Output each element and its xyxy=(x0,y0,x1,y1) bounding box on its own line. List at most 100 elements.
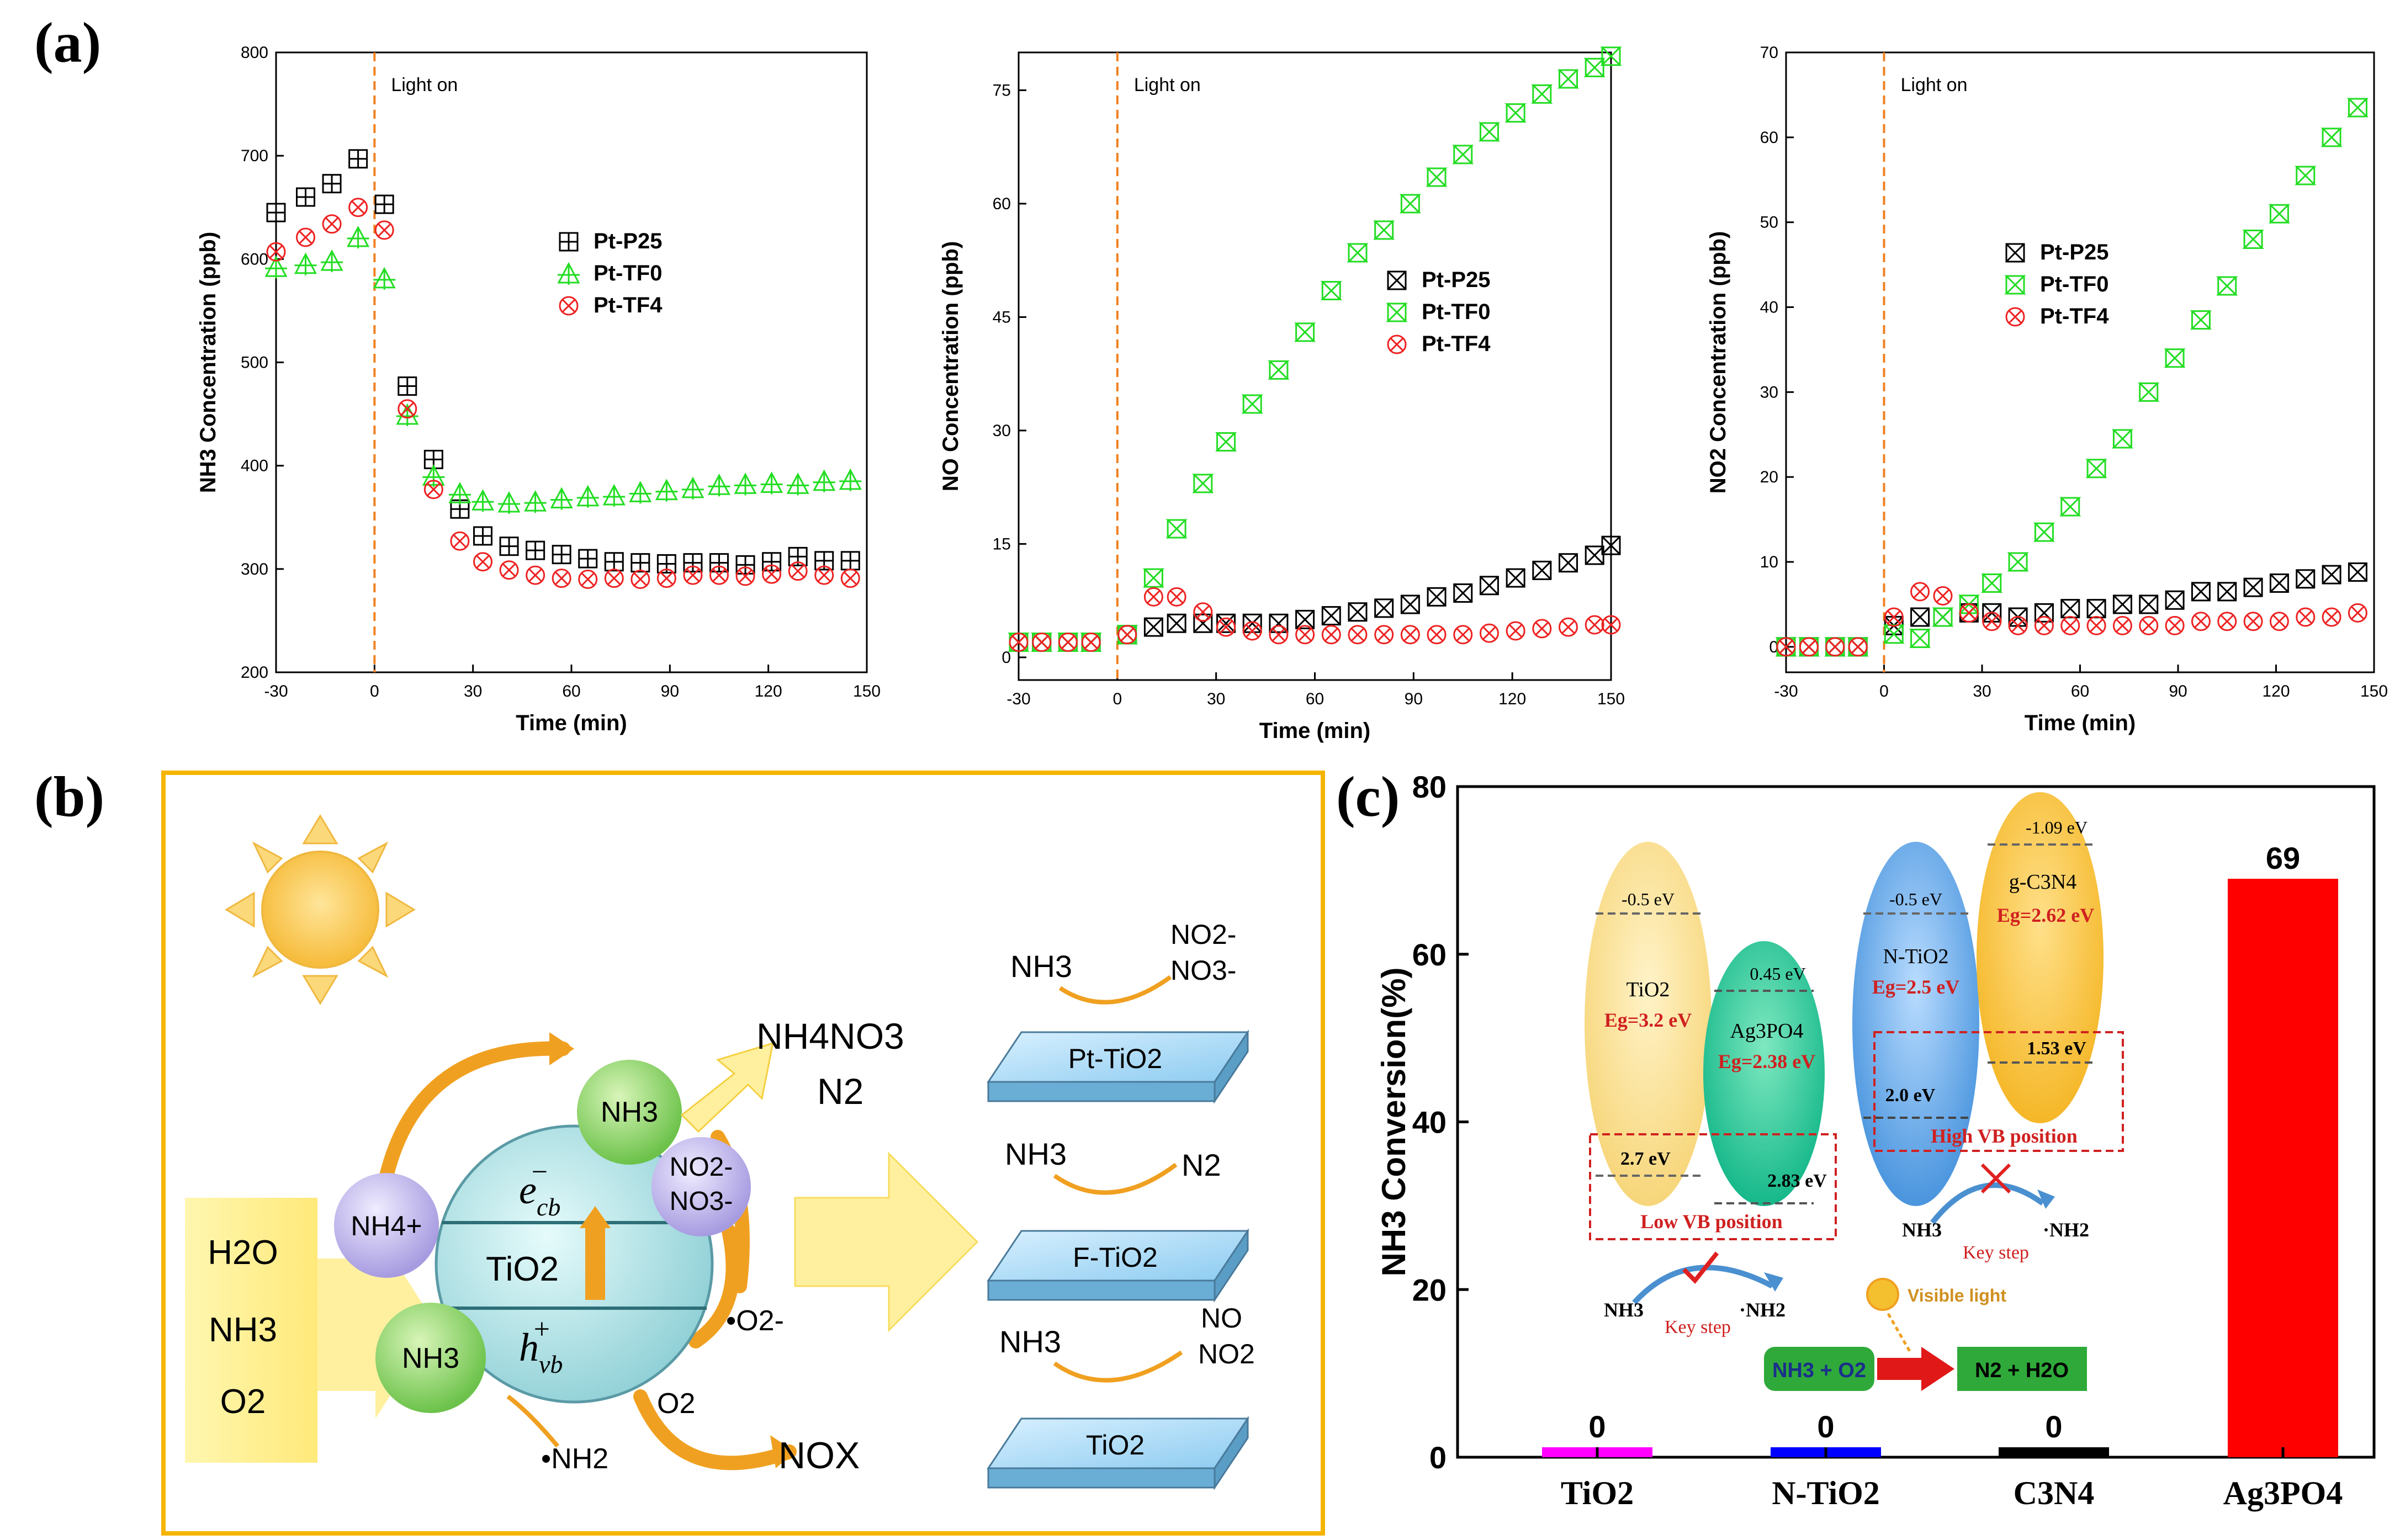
legend-entry: Pt-TF4 xyxy=(2040,304,2109,328)
data-point xyxy=(2007,552,2029,572)
data-point xyxy=(1559,553,1578,573)
data-point xyxy=(1932,607,1954,627)
svg-text:NO3-: NO3- xyxy=(1170,955,1236,986)
data-point xyxy=(814,565,834,585)
data-point xyxy=(604,552,624,572)
data-point xyxy=(1884,607,1904,627)
x-tick-label: 90 xyxy=(1405,690,1423,708)
data-point xyxy=(473,526,492,546)
data-point xyxy=(683,553,703,573)
data-point xyxy=(1453,625,1473,645)
svg-text:NO2: NO2 xyxy=(1198,1339,1255,1369)
y-tick-label: 0 xyxy=(1429,1440,1447,1475)
data-point xyxy=(1504,103,1527,123)
data-point xyxy=(1242,613,1262,633)
y-tick-label: 0 xyxy=(1002,649,1011,667)
y-tick-label: 20 xyxy=(1412,1272,1447,1307)
data-point xyxy=(1585,615,1604,635)
sun-icon xyxy=(225,814,416,1005)
nh3-concentration-chart: -30 0 30 60 90 120 150 200 300 400 500 600 700 800 Tim… xyxy=(196,44,881,735)
svg-text:-1.09 eV: -1.09 eV xyxy=(2026,817,2088,837)
data-point xyxy=(1909,628,1931,648)
y-tick-label: 700 xyxy=(241,147,268,165)
nh4-label: NH4+ xyxy=(351,1210,422,1241)
svg-text:NH3: NH3 xyxy=(1005,1137,1067,1171)
legend-marker xyxy=(2005,243,2025,263)
svg-text:TiO2: TiO2 xyxy=(1086,1430,1145,1461)
data-point xyxy=(578,570,598,590)
data-point xyxy=(320,249,343,273)
legend-entry: Pt-P25 xyxy=(1422,268,1491,292)
y-axis-title: NH3 Conversion(%) xyxy=(1375,967,1412,1276)
data-point xyxy=(296,227,315,247)
legend-marker xyxy=(1386,302,1408,322)
data-point xyxy=(1193,602,1213,622)
product-nh4no3: NH4NO3 xyxy=(756,1016,904,1056)
data-point xyxy=(2296,607,2316,627)
y-tick-label: 70 xyxy=(1760,44,1778,62)
legend-marker xyxy=(1387,334,1407,354)
x-tick-label: 150 xyxy=(2360,682,2388,700)
x-tick-label: 30 xyxy=(1973,682,1991,700)
category-label: Ag3PO4 xyxy=(2223,1475,2343,1511)
x-axis-title: Time (min) xyxy=(516,711,627,735)
data-point xyxy=(398,376,417,396)
x-tick-label: -30 xyxy=(264,682,288,700)
svg-text:N2: N2 xyxy=(1182,1148,1221,1182)
data-point xyxy=(2348,603,2367,623)
data-point xyxy=(2060,599,2080,619)
svg-text:g-C3N4: g-C3N4 xyxy=(2009,870,2076,894)
data-point xyxy=(1799,637,1819,657)
data-point xyxy=(1933,586,1953,606)
data-point xyxy=(2165,590,2185,610)
data-point xyxy=(499,537,519,556)
data-point xyxy=(1321,606,1341,626)
hole-label: hvb+ xyxy=(519,1314,563,1378)
data-point xyxy=(709,565,729,585)
data-point xyxy=(552,545,571,565)
data-point xyxy=(2322,565,2341,585)
legend-marker xyxy=(557,262,580,285)
data-point xyxy=(840,569,860,588)
data-point xyxy=(374,194,394,214)
svg-text:-0.5 eV: -0.5 eV xyxy=(1622,889,1675,909)
x-tick-label: 60 xyxy=(562,682,580,700)
y-tick-label: 30 xyxy=(1760,383,1778,401)
electron-label: ecb− xyxy=(519,1156,560,1221)
data-point xyxy=(1294,322,1316,342)
svg-text:Key step: Key step xyxy=(1665,1317,1731,1337)
data-point xyxy=(602,484,626,507)
y-tick-label: 600 xyxy=(241,250,268,268)
data-point xyxy=(839,468,862,491)
svg-text:Ag3PO4: Ag3PO4 xyxy=(1730,1019,1803,1043)
no2-concentration-chart: -30 0 30 60 90 120 150 0 10 20 30 40 50 60 70 Time (min… xyxy=(1706,44,2388,735)
data-point xyxy=(1479,576,1499,596)
data-point xyxy=(788,561,808,581)
data-point xyxy=(423,480,443,500)
svg-text:F-TiO2: F-TiO2 xyxy=(1073,1242,1158,1273)
y-tick-label: 50 xyxy=(1760,214,1778,232)
no2-no3-ball xyxy=(651,1137,751,1236)
data-point xyxy=(1559,617,1578,637)
data-point xyxy=(1165,519,1188,539)
data-point xyxy=(1143,587,1163,607)
svg-text:NO: NO xyxy=(1201,1303,1242,1334)
light-on-label: Light on xyxy=(1134,75,1201,95)
data-point xyxy=(1399,194,1421,214)
y-tick-label: 10 xyxy=(1760,553,1778,571)
data-point xyxy=(1216,613,1236,633)
data-point xyxy=(1374,598,1394,618)
y-tick-label: 500 xyxy=(241,354,268,372)
nh3-bottom-ball xyxy=(375,1303,486,1413)
svg-text:1.53 eV: 1.53 eV xyxy=(2027,1038,2086,1059)
data-point xyxy=(734,472,757,496)
data-point xyxy=(1601,535,1621,555)
data-point xyxy=(1400,594,1420,614)
x-tick-label: 0 xyxy=(1112,690,1122,708)
category-label: C3N4 xyxy=(2014,1475,2095,1511)
data-point xyxy=(550,487,573,510)
data-point xyxy=(1348,625,1368,645)
data-point xyxy=(2085,459,2107,479)
data-point xyxy=(2190,310,2212,330)
data-point xyxy=(2033,522,2055,542)
